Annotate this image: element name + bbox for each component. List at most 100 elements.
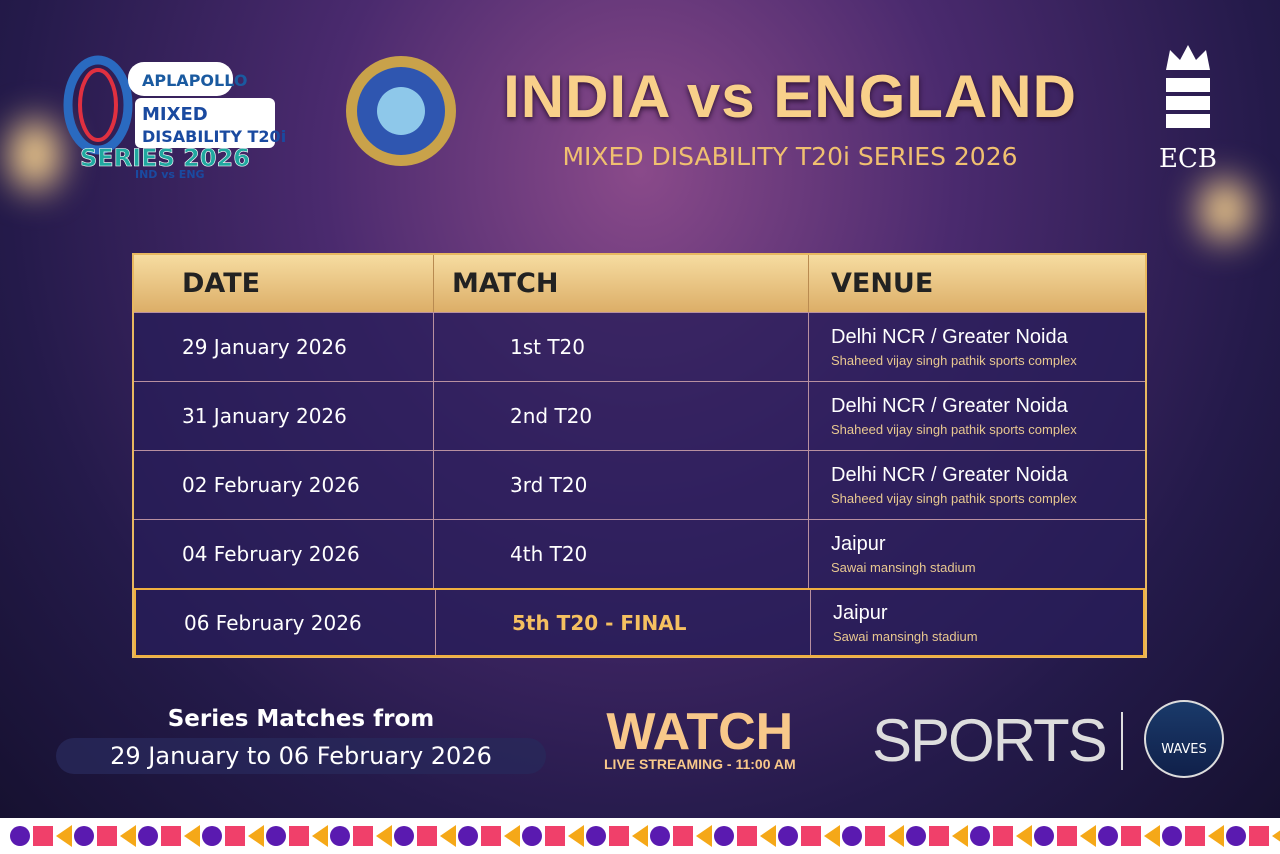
match-venue: Delhi NCR / Greater Noida Shaheed vijay s…: [808, 313, 1145, 381]
circle-shape: [714, 826, 734, 846]
circle-shape: [586, 826, 606, 846]
triangle-shape: [568, 825, 584, 847]
table-row: 06 February 2026 5th T20 - FINAL Jaipur S…: [134, 588, 1145, 657]
match-date: 06 February 2026: [184, 610, 362, 635]
circle-shape: [1098, 826, 1118, 846]
match-venue: Delhi NCR / Greater Noida Shaheed vijay s…: [808, 382, 1145, 450]
circle-shape: [10, 826, 30, 846]
triangle-shape: [504, 825, 520, 847]
stadium-light: [1200, 180, 1250, 240]
triangle-shape: [56, 825, 72, 847]
square-shape: [1249, 826, 1269, 846]
circle-shape: [1162, 826, 1182, 846]
table-header: DATE MATCH VENUE: [134, 255, 1145, 312]
circle-shape: [202, 826, 222, 846]
triangle-shape: [248, 825, 264, 847]
square-shape: [289, 826, 309, 846]
match-name: 2nd T20: [433, 382, 808, 450]
header-match: MATCH: [433, 255, 808, 312]
circle-shape: [650, 826, 670, 846]
match-venue: Delhi NCR / Greater Noida Shaheed vijay s…: [808, 451, 1145, 519]
svg-text:IND vs ENG: IND vs ENG: [135, 168, 205, 180]
match-date: 31 January 2026: [182, 404, 347, 428]
triangle-shape: [312, 825, 328, 847]
svg-text:DISABILITY T20i: DISABILITY T20i: [142, 127, 285, 146]
match-name: 4th T20: [433, 520, 808, 588]
square-shape: [1121, 826, 1141, 846]
circle-shape: [842, 826, 862, 846]
watch-live: WATCH LIVE STREAMING - 11:00 AM: [604, 703, 796, 772]
table-row: 04 February 2026 4th T20 Jaipur Sawai man…: [134, 519, 1145, 588]
circle-shape: [266, 826, 286, 846]
triangle-shape: [376, 825, 392, 847]
header-date: DATE: [182, 268, 261, 299]
circle-shape: [458, 826, 478, 846]
match-date: 02 February 2026: [182, 473, 360, 497]
square-shape: [929, 826, 949, 846]
square-shape: [865, 826, 885, 846]
square-shape: [353, 826, 373, 846]
square-shape: [545, 826, 565, 846]
triangle-shape: [952, 825, 968, 847]
triangle-shape: [696, 825, 712, 847]
match-name: 1st T20: [433, 313, 808, 381]
match-name: 5th T20 - FINAL: [435, 590, 810, 655]
svg-text:APLAPOLLO: APLAPOLLO: [142, 71, 247, 90]
svg-text:MIXED: MIXED: [142, 104, 208, 125]
triangle-shape: [632, 825, 648, 847]
match-date: 04 February 2026: [182, 542, 360, 566]
ecb-logo: ECB: [1158, 40, 1218, 174]
circle-shape: [778, 826, 798, 846]
table-row: 31 January 2026 2nd T20 Delhi NCR / Grea…: [134, 381, 1145, 450]
match-venue: Jaipur Sawai mansingh stadium: [808, 520, 1145, 588]
circle-shape: [970, 826, 990, 846]
square-shape: [801, 826, 821, 846]
circle-shape: [138, 826, 158, 846]
series-dates: Series Matches from 29 January to 06 Feb…: [56, 706, 546, 774]
match-name: 3rd T20: [433, 451, 808, 519]
square-shape: [1185, 826, 1205, 846]
stadium-light: [10, 120, 60, 190]
waves-logo: WAVES: [1144, 700, 1224, 778]
table-row: 02 February 2026 3rd T20 Delhi NCR / Gre…: [134, 450, 1145, 519]
square-shape: [673, 826, 693, 846]
circle-shape: [1226, 826, 1246, 846]
square-shape: [1057, 826, 1077, 846]
page-subtitle: MIXED DISABILITY T20i SERIES 2026: [562, 142, 1018, 171]
dcci-logo: [346, 56, 456, 166]
decorative-pattern-band: [0, 818, 1280, 854]
square-shape: [33, 826, 53, 846]
circle-shape: [394, 826, 414, 846]
crown-lions-icon: [1166, 45, 1210, 128]
series-logo: APLAPOLLO MIXED DISABILITY T20i SERIES 2…: [63, 55, 285, 180]
square-shape: [993, 826, 1013, 846]
triangle-shape: [184, 825, 200, 847]
triangle-shape: [1272, 825, 1280, 847]
circle-shape: [906, 826, 926, 846]
triangle-shape: [1080, 825, 1096, 847]
square-shape: [481, 826, 501, 846]
square-shape: [97, 826, 117, 846]
triangle-shape: [120, 825, 136, 847]
page-title: INDIA vs ENGLAND: [503, 63, 1077, 130]
triangle-shape: [1208, 825, 1224, 847]
circle-shape: [522, 826, 542, 846]
circle-shape: [1034, 826, 1054, 846]
match-date: 29 January 2026: [182, 335, 347, 359]
square-shape: [609, 826, 629, 846]
match-venue: Jaipur Sawai mansingh stadium: [810, 590, 1143, 655]
header-venue: VENUE: [808, 255, 1145, 312]
triangle-shape: [888, 825, 904, 847]
triangle-shape: [1144, 825, 1160, 847]
divider: [1121, 712, 1123, 770]
circle-shape: [330, 826, 350, 846]
square-shape: [225, 826, 245, 846]
triangle-shape: [824, 825, 840, 847]
schedule-table: DATE MATCH VENUE 29 January 2026 1st T20…: [132, 253, 1147, 658]
square-shape: [417, 826, 437, 846]
circle-shape: [74, 826, 94, 846]
triangle-shape: [1016, 825, 1032, 847]
square-shape: [737, 826, 757, 846]
svg-text:SERIES 2026: SERIES 2026: [80, 144, 250, 172]
triangle-shape: [440, 825, 456, 847]
